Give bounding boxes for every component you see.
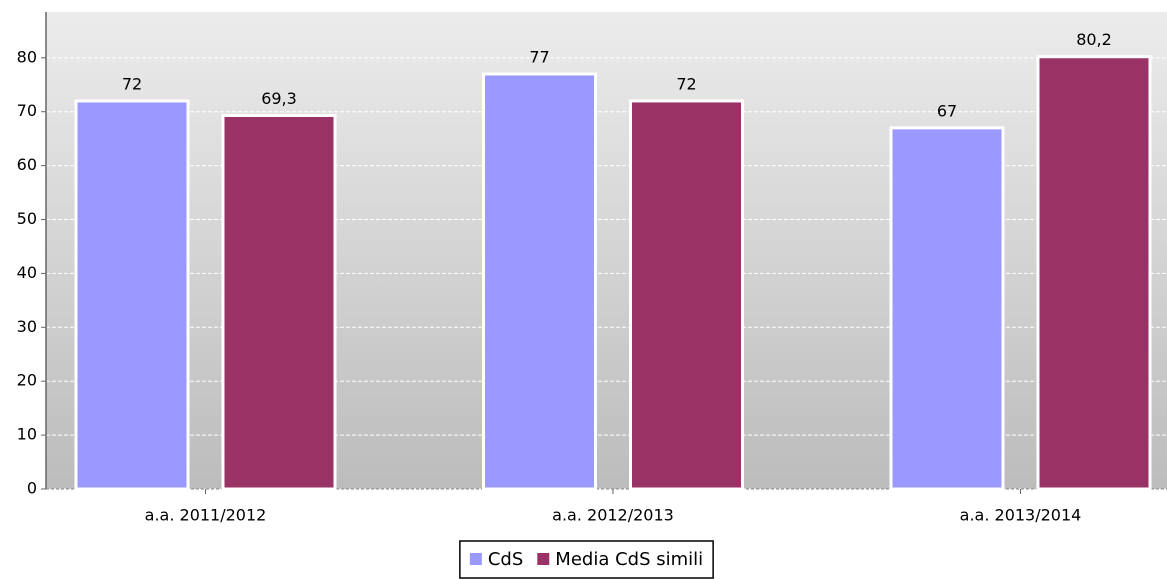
bar xyxy=(221,113,337,491)
legend-swatch xyxy=(537,553,550,565)
legend-label: CdS xyxy=(488,549,523,570)
bar xyxy=(629,99,744,491)
x-tick-label: a.a. 2011/2012 xyxy=(145,506,267,525)
legend-swatch xyxy=(469,553,482,565)
bar xyxy=(74,99,190,491)
value-label: 67 xyxy=(937,101,957,120)
bar xyxy=(1036,55,1152,491)
y-tick-label: 30 xyxy=(17,317,37,336)
y-tick-label: 0 xyxy=(27,479,37,498)
y-tick-label: 20 xyxy=(17,371,37,390)
y-tick-label: 70 xyxy=(17,101,37,120)
value-label: 80,2 xyxy=(1076,30,1112,49)
legend: CdS Media CdS simili xyxy=(459,540,714,579)
y-tick-label: 40 xyxy=(17,263,37,282)
value-label: 69,3 xyxy=(261,89,297,108)
y-tick-label: 10 xyxy=(17,425,37,444)
value-label: 72 xyxy=(122,74,142,93)
legend-box xyxy=(459,540,714,579)
y-tick-label: 50 xyxy=(17,209,37,228)
y-tick-label: 60 xyxy=(17,155,37,174)
bar xyxy=(889,126,1005,491)
y-tick-label: 80 xyxy=(17,47,37,66)
legend-label: Media CdS simili xyxy=(555,549,703,570)
value-label: 72 xyxy=(676,74,696,93)
x-tick-label: a.a. 2013/2014 xyxy=(960,506,1082,525)
x-tick-label: a.a. 2012/2013 xyxy=(552,506,674,525)
value-label: 77 xyxy=(529,47,549,66)
bar xyxy=(482,72,597,491)
